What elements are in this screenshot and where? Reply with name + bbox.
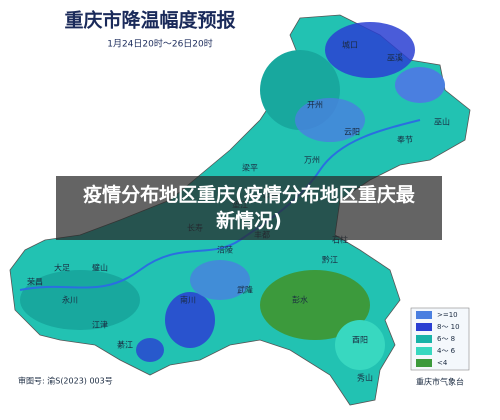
patch (136, 338, 164, 362)
title: 重庆市降温幅度预报 (64, 8, 235, 31)
legend-label: 6～ 8 (437, 335, 455, 343)
patch (325, 22, 415, 78)
legend-label: 4～ 6 (437, 347, 456, 355)
district-label: 荣昌 (27, 277, 43, 287)
patch (260, 270, 370, 340)
district-label: 酉阳 (352, 336, 368, 345)
legend-label: <4 (437, 359, 448, 367)
district-label: 开州 (307, 101, 323, 110)
legend-swatch (416, 335, 432, 343)
district-label: 永川 (62, 295, 78, 305)
district-label: 梁平 (242, 164, 258, 173)
legend-swatch (416, 323, 432, 331)
legend-swatch (416, 359, 432, 367)
district-label: 巫山 (434, 117, 450, 127)
overlay-text: 疫情分布地区重庆(疫情分布地区重庆最新情况) (83, 184, 415, 232)
district-label: 大足 (54, 263, 70, 273)
patch (335, 320, 385, 370)
source: 重庆市气象台 (416, 377, 464, 387)
subtitle: 1月24日20时～26日20时 (107, 38, 213, 50)
district-label: 云阳 (344, 128, 360, 137)
district-label: 彭水 (292, 295, 308, 305)
legend-label: >=10 (437, 311, 458, 319)
legend-label: 8～ 10 (437, 323, 460, 331)
district-label: 江津 (92, 320, 108, 330)
district-label: 璧山 (92, 263, 108, 273)
river (19, 119, 421, 291)
patch (165, 292, 215, 348)
district-label: 黔江 (322, 255, 338, 265)
district-label: 巫溪 (387, 53, 403, 63)
legend-swatch (416, 311, 432, 319)
district-label: 城口 (342, 41, 358, 50)
legend-swatch (416, 347, 432, 355)
district-label: 秀山 (357, 373, 373, 383)
district-label: 南川 (180, 295, 196, 305)
district-label: 奉节 (397, 135, 413, 145)
district-label: 武隆 (237, 285, 253, 295)
patch (295, 98, 365, 142)
district-label: 涪陵 (217, 245, 233, 255)
district-label: 万州 (304, 156, 320, 165)
approval: 审图号: 渝S(2023) 003号 (18, 376, 113, 386)
patch (395, 67, 445, 103)
patch (190, 260, 250, 300)
district-label: 綦江 (117, 340, 133, 350)
overlay-banner: 疫情分布地区重庆(疫情分布地区重庆最新情况) (56, 176, 442, 240)
